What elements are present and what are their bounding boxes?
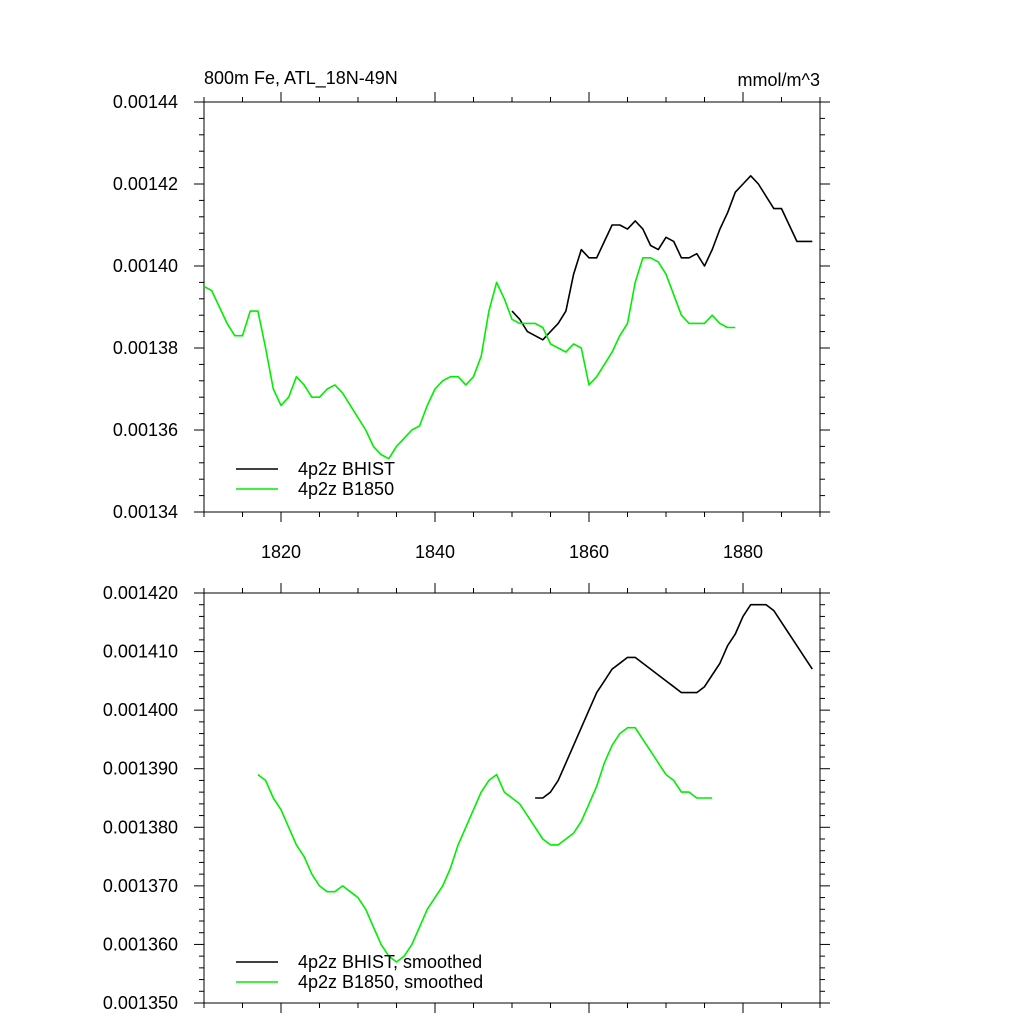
bottom-panel: 0.001350 0.001360 0.001370 0.001380 0.001390… — [103, 583, 830, 1013]
y-tick-label: 0.00136 — [113, 420, 178, 440]
y-tick-label: 0.00142 — [113, 174, 178, 194]
y-tick-label: 0.00144 — [113, 92, 178, 112]
chart-title: 800m Fe, ATL_18N-49N — [204, 68, 398, 89]
units-label: mmol/m^3 — [738, 70, 820, 90]
x-tick-label: 1840 — [415, 542, 455, 562]
y-tick-label: 0.001410 — [103, 642, 178, 662]
x-tick-label: 1880 — [723, 542, 763, 562]
y-tick-label: 0.00134 — [113, 502, 178, 522]
legend-label: 4p2z BHIST, smoothed — [298, 952, 482, 972]
y-tick-label: 0.00138 — [113, 338, 178, 358]
y-tick-label: 0.001400 — [103, 700, 178, 720]
y-tick-label: 0.001370 — [103, 876, 178, 896]
y-tick-label: 0.001350 — [103, 993, 178, 1013]
legend-label: 4p2z B1850, smoothed — [298, 972, 483, 992]
series-line-1-1 — [257, 726, 713, 963]
y-tick-label: 0.001360 — [103, 934, 178, 954]
x-tick-label: 1860 — [569, 542, 609, 562]
legend-label: 4p2z B1850 — [298, 479, 394, 499]
y-tick-label: 0.00140 — [113, 256, 178, 276]
legend-label: 4p2z BHIST — [298, 459, 395, 479]
series-line-0-1 — [203, 256, 736, 460]
series-line-0-0 — [511, 175, 813, 341]
y-tick-label: 0.001390 — [103, 759, 178, 779]
y-tick-label: 0.001380 — [103, 817, 178, 837]
plot-frame — [203, 101, 821, 513]
y-tick-label: 0.001420 — [103, 583, 178, 603]
x-tick-label: 1820 — [261, 542, 301, 562]
top-panel: 1820 1840 1860 1880 0.00134 0.00136 0.00138 0.0… — [113, 92, 830, 562]
series-line-1-0 — [535, 603, 813, 799]
